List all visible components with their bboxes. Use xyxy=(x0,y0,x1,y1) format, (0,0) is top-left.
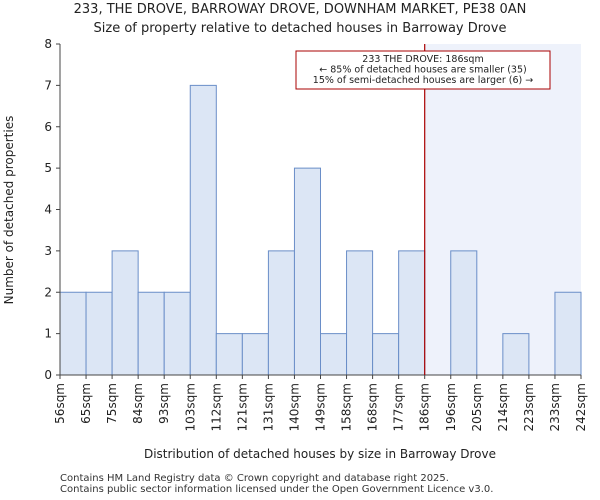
histogram-bar-93sqm xyxy=(163,291,191,376)
x-axis-label: Distribution of detached houses by size … xyxy=(144,447,496,461)
y-tick-label-2: 2 xyxy=(44,285,52,299)
histogram-bar-121sqm xyxy=(241,333,269,376)
histogram-bar-140sqm xyxy=(293,167,322,376)
footer-licence: Contains public sector information licen… xyxy=(60,484,494,495)
histogram-bar-65sqm xyxy=(85,291,113,376)
histogram-bar-131sqm xyxy=(267,250,295,376)
y-tick-label-4: 4 xyxy=(44,203,52,217)
x-tick-label-140sqm: 140sqm xyxy=(287,383,301,431)
x-tick-label-242sqm: 242sqm xyxy=(574,383,588,431)
histogram-bar-214sqm xyxy=(502,333,530,376)
x-tick-label-149sqm: 149sqm xyxy=(314,383,328,431)
x-tick-label-93sqm: 93sqm xyxy=(157,383,171,424)
y-tick-label-3: 3 xyxy=(44,244,52,258)
x-tick-label-56sqm: 56sqm xyxy=(53,383,67,424)
histogram-bar-75sqm xyxy=(111,250,139,376)
x-tick-label-223sqm: 223sqm xyxy=(522,383,536,431)
x-tick-label-205sqm: 205sqm xyxy=(470,383,484,431)
histogram-bar-168sqm xyxy=(372,333,400,376)
y-tick-label-7: 7 xyxy=(44,78,52,92)
histogram-bar-112sqm xyxy=(215,333,243,376)
y-tick-label-8: 8 xyxy=(44,37,52,51)
y-tick-label-1: 1 xyxy=(44,327,52,341)
y-axis-label: Number of detached properties xyxy=(2,116,16,305)
histogram-bar-233sqm xyxy=(554,291,582,376)
x-tick-label-103sqm: 103sqm xyxy=(183,383,197,431)
x-tick-label-112sqm: 112sqm xyxy=(209,383,223,431)
histogram-bar-158sqm xyxy=(346,250,374,376)
histogram-bar-84sqm xyxy=(137,291,165,376)
x-tick-label-75sqm: 75sqm xyxy=(105,383,119,424)
x-tick-label-158sqm: 158sqm xyxy=(340,383,354,431)
histogram-bar-56sqm xyxy=(59,291,87,376)
chart-subtitle: Size of property relative to detached ho… xyxy=(93,21,507,36)
y-tick-label-5: 5 xyxy=(44,161,52,175)
x-tick-label-84sqm: 84sqm xyxy=(131,383,145,424)
histogram-bar-177sqm xyxy=(398,250,426,376)
x-tick-label-121sqm: 121sqm xyxy=(235,383,249,431)
x-tick-label-168sqm: 168sqm xyxy=(366,383,380,431)
histogram-bar-103sqm xyxy=(189,84,217,376)
footer-copyright: Contains HM Land Registry data © Crown c… xyxy=(60,473,449,484)
annotation-line-1: 233 THE DROVE: 186sqm xyxy=(362,54,483,65)
y-tick-label-0: 0 xyxy=(44,368,52,382)
x-tick-label-65sqm: 65sqm xyxy=(79,383,93,424)
annotation-line-3: 15% of semi-detached houses are larger (… xyxy=(313,75,533,86)
annotation-line-2: ← 85% of detached houses are smaller (35… xyxy=(319,65,526,76)
annotation-box xyxy=(295,50,551,90)
x-tick-label-177sqm: 177sqm xyxy=(392,383,406,431)
x-tick-label-214sqm: 214sqm xyxy=(496,383,510,431)
histogram-bar-196sqm xyxy=(450,250,478,376)
x-tick-label-186sqm: 186sqm xyxy=(418,383,432,431)
y-tick-label-6: 6 xyxy=(44,120,52,134)
x-tick-label-131sqm: 131sqm xyxy=(261,383,275,431)
histogram-bar-149sqm xyxy=(320,333,348,376)
x-tick-label-233sqm: 233sqm xyxy=(548,383,562,431)
x-tick-label-196sqm: 196sqm xyxy=(444,383,458,431)
chart-title: 233, THE DROVE, BARROWAY DROVE, DOWNHAM … xyxy=(73,2,527,17)
